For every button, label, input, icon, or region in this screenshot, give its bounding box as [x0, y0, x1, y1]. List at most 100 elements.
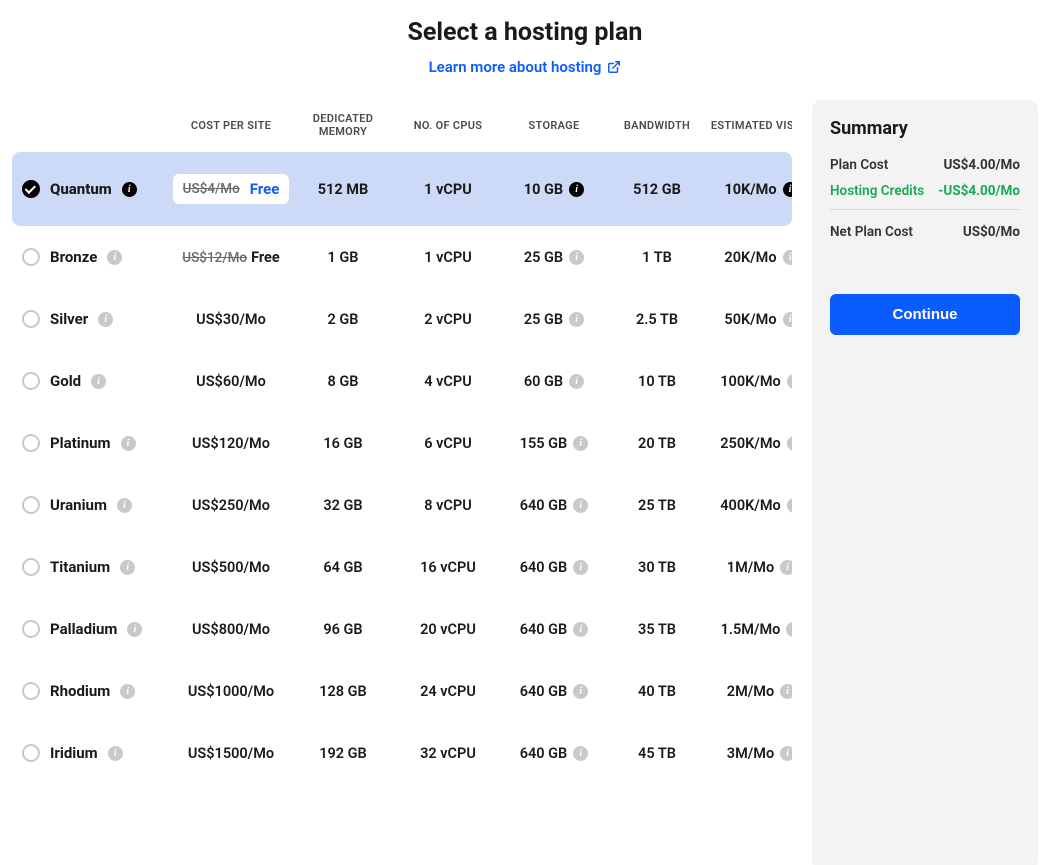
- plan-memory: 32 GB: [290, 497, 396, 514]
- continue-button[interactable]: Continue: [830, 294, 1020, 335]
- info-icon[interactable]: i: [573, 498, 588, 513]
- plan-cost-struck: US$4/Mo: [183, 181, 240, 197]
- info-icon[interactable]: i: [786, 622, 792, 637]
- info-icon[interactable]: i: [569, 312, 584, 327]
- plan-bandwidth: 30 TB: [612, 559, 702, 576]
- plan-cost: US$1000/Mo: [176, 683, 286, 700]
- plan-name-label: Quantum: [50, 180, 112, 198]
- learn-more-label: Learn more about hosting: [429, 58, 602, 76]
- plan-name-label: Silver: [50, 310, 88, 328]
- plan-visits-value: 10K/Mo: [724, 181, 776, 198]
- plan-storage: 155 GBi: [500, 435, 608, 452]
- info-icon[interactable]: i: [573, 684, 588, 699]
- plan-visits: 10K/Mo i: [706, 181, 792, 198]
- summary-credits-value: -US$4.00/Mo: [938, 183, 1020, 199]
- plan-bandwidth: 10 TB: [612, 373, 702, 390]
- plan-cpu: 1 vCPU: [400, 249, 496, 266]
- info-icon[interactable]: i: [573, 436, 588, 451]
- plan-row-uranium[interactable]: UraniumiUS$250/Mo32 GB8 vCPU640 GBi25 TB…: [12, 474, 792, 536]
- info-icon[interactable]: i: [780, 746, 792, 761]
- info-icon[interactable]: i: [127, 622, 142, 637]
- col-header-bandwidth: BANDWIDTH: [612, 119, 702, 132]
- plan-radio[interactable]: [22, 744, 40, 762]
- learn-more-link[interactable]: Learn more about hosting: [429, 58, 622, 76]
- plan-memory: 64 GB: [290, 559, 396, 576]
- plan-name-cell: Titaniumi: [22, 558, 172, 576]
- plan-cost-value: US$250/Mo: [192, 497, 270, 514]
- summary-net-label: Net Plan Cost: [830, 224, 913, 240]
- plan-cost-value: US$120/Mo: [192, 435, 270, 452]
- plan-visits: 250K/Moi: [706, 435, 792, 452]
- plan-bandwidth: 512 GB: [612, 181, 702, 198]
- plan-storage: 25 GB i: [500, 311, 608, 328]
- info-icon[interactable]: i: [783, 312, 792, 327]
- summary-plan-cost-row: Plan Cost US$4.00/Mo: [830, 157, 1020, 173]
- col-header-storage: STORAGE: [500, 119, 608, 132]
- plan-radio[interactable]: [22, 558, 40, 576]
- info-icon[interactable]: i: [787, 436, 792, 451]
- summary-title: Summary: [830, 118, 1020, 139]
- plan-bandwidth: 20 TB: [612, 435, 702, 452]
- plan-visits-value: 50K/Mo: [724, 311, 776, 328]
- plan-row-bronze[interactable]: BronzeiUS$12/MoFree1 GB1 vCPU25 GBi1 TB2…: [12, 226, 792, 288]
- plan-cpu: 16 vCPU: [400, 559, 496, 576]
- info-icon[interactable]: i: [780, 560, 792, 575]
- plan-radio[interactable]: [22, 372, 40, 390]
- info-icon[interactable]: i: [117, 498, 132, 513]
- plan-name-cell: Iridiumi: [22, 744, 172, 762]
- info-icon[interactable]: i: [98, 312, 113, 327]
- plan-row-rhodium[interactable]: RhodiumiUS$1000/Mo128 GB24 vCPU640 GBi40…: [12, 660, 792, 722]
- plan-radio[interactable]: [22, 496, 40, 514]
- plan-cost: US$4/MoFree: [176, 174, 286, 204]
- info-icon[interactable]: i: [108, 746, 123, 761]
- plan-cost-value: US$800/Mo: [192, 621, 270, 638]
- plan-cost: US$800/Mo: [176, 621, 286, 638]
- plan-row-gold[interactable]: GoldiUS$60/Mo8 GB4 vCPU60 GBi10 TB100K/M…: [12, 350, 792, 412]
- plan-radio[interactable]: [22, 620, 40, 638]
- plan-memory: 512 MB: [290, 181, 396, 198]
- info-icon[interactable]: i: [569, 182, 584, 197]
- plan-memory: 16 GB: [290, 435, 396, 452]
- info-icon[interactable]: i: [569, 250, 584, 265]
- plan-radio[interactable]: [22, 310, 40, 328]
- summary-plan-cost-value: US$4.00/Mo: [943, 157, 1020, 173]
- plan-radio[interactable]: [22, 682, 40, 700]
- plan-bandwidth: 40 TB: [612, 683, 702, 700]
- info-icon[interactable]: i: [787, 374, 792, 389]
- plan-row-iridium[interactable]: IridiumiUS$1500/Mo192 GB32 vCPU640 GBi45…: [12, 722, 792, 784]
- col-header-visits: ESTIMATED VISITS: [706, 119, 792, 132]
- info-icon[interactable]: i: [787, 498, 792, 513]
- plan-cost-value: US$60/Mo: [196, 373, 266, 390]
- plan-row-silver[interactable]: SilveriUS$30/Mo2 GB2 vCPU25 GBi2.5 TB50K…: [12, 288, 792, 350]
- plan-visits: 1M/Moi: [706, 559, 792, 576]
- plan-name-cell: Silveri: [22, 310, 172, 328]
- info-icon[interactable]: i: [783, 250, 792, 265]
- plan-row-platinum[interactable]: PlatinumiUS$120/Mo16 GB6 vCPU155 GBi20 T…: [12, 412, 792, 474]
- plan-row-quantum[interactable]: QuantumiUS$4/MoFree512 MB1 vCPU10 GBi512…: [12, 152, 792, 226]
- info-icon[interactable]: i: [780, 684, 792, 699]
- info-icon[interactable]: i: [107, 250, 122, 265]
- plan-name-cell: Uraniumi: [22, 496, 172, 514]
- summary-panel: Summary Plan Cost US$4.00/Mo Hosting Cre…: [812, 100, 1038, 865]
- info-icon[interactable]: i: [783, 182, 792, 197]
- plan-row-palladium[interactable]: PalladiumiUS$800/Mo96 GB20 vCPU640 GBi35…: [12, 598, 792, 660]
- plan-radio[interactable]: [22, 434, 40, 452]
- info-icon[interactable]: i: [122, 182, 137, 197]
- plan-cost-value: US$1500/Mo: [188, 745, 274, 762]
- plan-radio[interactable]: [22, 180, 40, 198]
- plan-row-titanium[interactable]: TitaniumiUS$500/Mo64 GB16 vCPU640 GBi30 …: [12, 536, 792, 598]
- info-icon[interactable]: i: [120, 684, 135, 699]
- plan-memory: 96 GB: [290, 621, 396, 638]
- info-icon[interactable]: i: [573, 746, 588, 761]
- info-icon[interactable]: i: [91, 374, 106, 389]
- plan-storage-value: 25 GB: [524, 311, 563, 328]
- plan-storage: 640 GBi: [500, 497, 608, 514]
- info-icon[interactable]: i: [121, 436, 136, 451]
- info-icon[interactable]: i: [120, 560, 135, 575]
- info-icon[interactable]: i: [569, 374, 584, 389]
- plan-storage: 640 GBi: [500, 683, 608, 700]
- info-icon[interactable]: i: [573, 622, 588, 637]
- info-icon[interactable]: i: [573, 560, 588, 575]
- plan-radio[interactable]: [22, 248, 40, 266]
- plan-bandwidth: 2.5 TB: [612, 311, 702, 328]
